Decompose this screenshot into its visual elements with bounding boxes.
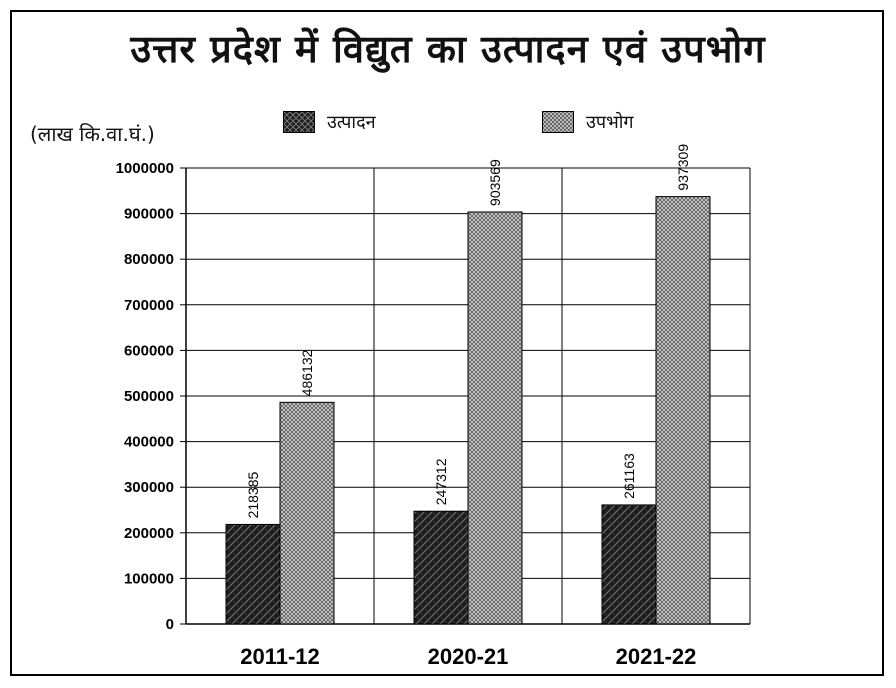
legend-label-production: उत्पादन (327, 112, 376, 133)
y-axis-unit-label: (लाख कि.वा.घं.) (30, 122, 155, 146)
chart-frame (10, 10, 884, 676)
legend-swatch-production (283, 111, 315, 133)
legend-item-production: उत्पादन (283, 110, 376, 134)
legend-item-consumption: उपभोग (542, 110, 634, 134)
legend-swatch-consumption (542, 111, 574, 133)
chart-title: उत्तर प्रदेश में विद्युत का उत्पादन एवं … (130, 27, 766, 71)
legend-label-consumption: उपभोग (586, 112, 634, 133)
